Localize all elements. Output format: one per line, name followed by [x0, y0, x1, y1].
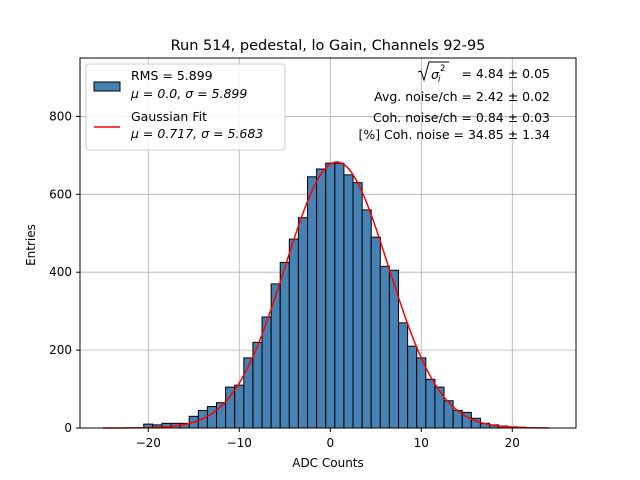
- histogram-bar: [379, 265, 390, 429]
- x-tick-label: 20: [505, 436, 520, 450]
- annotation-coh-noise-percent: [%] Coh. noise = 34.85 ± 1.34: [358, 127, 550, 142]
- annotation-sqrt-sigma: = 4.84 ± 0.05: [461, 66, 550, 81]
- svg-text:σ: σ: [431, 67, 440, 82]
- x-tick-label: 0: [326, 436, 334, 450]
- histogram-bar: [407, 345, 418, 429]
- histogram-bar: [416, 357, 427, 429]
- histogram-bar: [307, 176, 318, 429]
- x-tick-label: −20: [136, 436, 161, 450]
- noise-annotations: σ 2 i = 4.84 ± 0.05 Avg. noise/ch = 2.42…: [358, 61, 550, 142]
- histogram-bar: [206, 406, 218, 429]
- histogram-bar: [261, 316, 272, 429]
- plot-frame: [79, 57, 577, 429]
- x-axis-label: ADC Counts: [292, 456, 364, 470]
- sqrt-sigma-symbol: σ 2 i: [417, 61, 449, 85]
- svg-text:i: i: [438, 75, 441, 85]
- histogram-bar: [343, 174, 354, 429]
- y-tick-label: 200: [49, 343, 72, 357]
- histogram-bar: [297, 217, 309, 429]
- legend-histogram-label-line1: RMS = 5.899: [131, 68, 213, 83]
- histogram-bar: [288, 238, 299, 429]
- annotation-avg-noise: Avg. noise/ch = 2.42 ± 0.02: [374, 89, 550, 104]
- y-tick-label: 800: [49, 109, 72, 123]
- histogram-bar: [425, 378, 436, 429]
- gaussian-fit-line: [102, 161, 549, 429]
- histogram-bar: [316, 168, 327, 429]
- legend-box: [85, 63, 286, 151]
- chart-title: Run 514, pedestal, lo Gain, Channels 92-…: [171, 38, 486, 54]
- histogram-bar: [361, 209, 372, 429]
- y-tick-label: 600: [49, 187, 72, 201]
- histogram-bar: [434, 386, 445, 429]
- y-tick-label: 0: [64, 421, 72, 435]
- x-tick-label: 10: [414, 436, 429, 450]
- histogram-bar: [398, 322, 409, 429]
- legend: RMS = 5.899 μ = 0.0, σ = 5.899 Gaussian …: [85, 63, 286, 151]
- histogram-bar: [234, 384, 245, 429]
- histogram-bar: [279, 261, 290, 429]
- legend-histogram-label-line2: μ = 0.0, σ = 5.899: [130, 86, 247, 101]
- histogram-bar: [334, 162, 345, 429]
- x-tick-label: −10: [227, 436, 252, 450]
- histogram-bar: [370, 236, 381, 429]
- legend-histogram-swatch: [93, 81, 121, 92]
- annotation-coh-noise: Coh. noise/ch = 0.84 ± 0.03: [373, 110, 550, 125]
- histogram-bar: [243, 357, 254, 429]
- histogram-bar: [352, 182, 363, 429]
- svg-text:2: 2: [440, 64, 445, 74]
- y-axis-label: Entries: [24, 224, 38, 266]
- histogram-bar: [325, 162, 336, 429]
- legend-fit-label-line2: μ = 0.717, σ = 5.683: [130, 126, 263, 141]
- y-tick-label: 400: [49, 265, 72, 279]
- sqrt-sign: [417, 61, 449, 82]
- legend-fit-label-line1: Gaussian Fit: [131, 109, 207, 124]
- histogram-bars: [143, 162, 527, 429]
